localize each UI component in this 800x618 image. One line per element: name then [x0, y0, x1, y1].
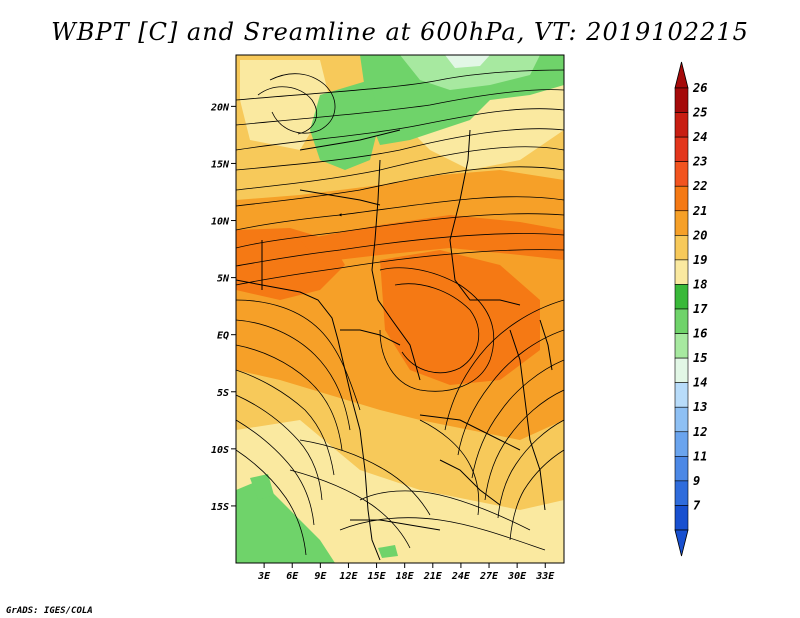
x-tick-label: 33E: [535, 571, 555, 582]
field-green-south-blob: [250, 474, 274, 500]
colorbar-swatch: [674, 112, 689, 138]
colorbar-swatch: [674, 480, 689, 506]
x-tick-label: 21E: [423, 571, 443, 582]
colorbar-label: 14: [693, 376, 707, 390]
colorbar-swatch: [674, 284, 689, 310]
x-tick-label: 24E: [451, 571, 471, 582]
colorbar-label: 15: [693, 351, 707, 365]
x-axis: 3E 6E 9E 12E 15E 18E 21E 24E 27E 30E 33E: [257, 563, 555, 582]
credit-label: GrADS: IGES/COLA: [6, 606, 93, 616]
x-tick-label: 27E: [479, 571, 499, 582]
field-light-yellow-northwest: [240, 60, 330, 150]
colorbar-swatch: [674, 136, 689, 162]
field-green-east-small: [378, 545, 398, 558]
colorbar-swatch: [674, 235, 689, 261]
y-tick-label: 5N: [217, 274, 230, 285]
x-tick-label: 12E: [339, 571, 358, 582]
y-tick-label: 10S: [211, 445, 229, 456]
colorbar-label: 9: [693, 474, 700, 488]
colorbar-label: 25: [692, 106, 707, 120]
colorbar-swatch: [674, 456, 689, 482]
colorbar-label: 12: [693, 425, 707, 439]
y-tick-label: 5S: [217, 388, 229, 399]
colorbar-swatch: [674, 333, 689, 359]
y-axis: 20N 15N 10N 5N EQ 5S 10S 15S: [210, 102, 236, 513]
y-tick-label: 15S: [211, 502, 229, 513]
colorbar-bottom-arrow: [674, 529, 689, 557]
x-tick-label: 9E: [314, 571, 327, 582]
colorbar-swatch: [674, 357, 689, 383]
field-pale-north: [445, 55, 490, 68]
y-tick-label: 20N: [210, 102, 230, 113]
x-tick-label: 6E: [286, 571, 299, 582]
colorbar-label: 13: [693, 400, 707, 414]
plot-area: [236, 55, 564, 563]
colorbar-swatch: [674, 308, 689, 334]
colorbar-swatch: [674, 210, 689, 236]
colorbar-swatch: [674, 406, 689, 433]
x-tick-label: 18E: [396, 571, 415, 582]
colorbar-label: 21: [692, 204, 707, 218]
y-tick-label: EQ: [217, 331, 229, 342]
colorbar-label: 26: [692, 81, 707, 95]
y-tick-label: 10N: [211, 217, 230, 228]
colorbar-label: 22: [692, 179, 707, 193]
x-tick-label: 30E: [507, 571, 527, 582]
colorbar-label: 19: [693, 253, 707, 267]
colorbar-label: 18: [693, 277, 707, 291]
plot-frame: [235, 54, 565, 564]
field-light-yellow-south: [236, 420, 564, 563]
field-green-southwest: [236, 480, 335, 563]
colorbar-swatch: [674, 87, 689, 113]
colorbar: 26 25 24 23 22 21 20 19 18 17 16 15 14 13 12 11 9 7: [674, 61, 708, 557]
colorbar-swatch: [674, 259, 689, 285]
colorbar-label: 20: [692, 228, 707, 242]
colorbar-label: 17: [693, 302, 708, 316]
colorbar-swatch: [674, 185, 689, 212]
colorbar-label: 11: [693, 449, 707, 463]
colorbar-top-arrow: [674, 61, 689, 89]
y-tick-label: 15N: [211, 159, 230, 170]
colorbar-swatch: [674, 161, 689, 187]
field-orange-dark-east: [380, 250, 540, 385]
colorbar-label: 24: [692, 130, 707, 144]
colorbar-label: 16: [693, 327, 707, 341]
colorbar-label: 23: [692, 155, 707, 169]
colorbar-label: 7: [693, 498, 701, 512]
colorbar-swatch: [674, 382, 689, 408]
x-tick-label: 3E: [257, 571, 271, 582]
field-green-northwest: [310, 80, 380, 170]
map-title: WBPT [C] and Sreamline at 600hPa, VT: 20…: [51, 18, 749, 46]
x-tick-label: 15E: [368, 571, 387, 582]
colorbar-swatch: [674, 505, 689, 531]
streamlines: [236, 69, 564, 556]
colorbar-swatch: [674, 431, 689, 457]
